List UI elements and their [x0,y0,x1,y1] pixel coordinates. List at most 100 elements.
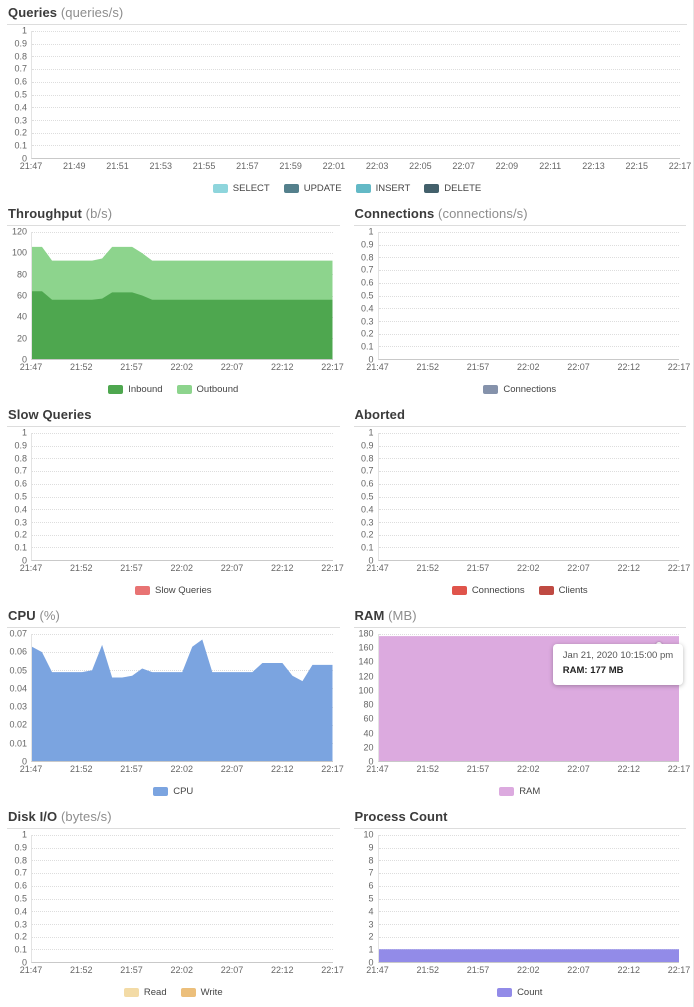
x-axis: 21:47 21:52 21:57 22:02 22:07 22:12 22:17 [366,563,690,577]
legend-item-connections[interactable]: Connections [451,585,525,596]
y-tick-label: 0 [21,354,27,365]
x-tick-label: 22:12 [617,965,641,975]
gridline [32,31,680,32]
gridline [32,898,333,900]
plot-area[interactable] [31,634,333,762]
legend-item-write[interactable]: Write [180,987,223,998]
gridline [32,458,333,460]
legend-swatch [499,787,515,796]
x-tick-label: 21:47 [366,563,389,573]
x-tick-label: 22:17 [667,362,691,372]
gridline [32,471,333,473]
x-tick-label: 21:57 [120,965,143,975]
x-axis: 21:47 21:52 21:57 22:02 22:07 22:12 22:17 [366,965,690,979]
x-tick-label: 21:53 [149,161,173,171]
chart-title: Disk I/O [8,809,58,824]
chart-title: RAM [354,608,385,623]
chart-title: Slow Queries [8,407,92,422]
x-tick-label: 21:57 [466,764,490,774]
gridline [32,509,333,511]
y-tick-label: 160 [358,642,374,653]
y-axis: 1 0.9 0.8 0.7 0.6 0.5 0.4 0.3 0.2 0.1 0 [354,227,378,364]
chart-disk-io-header: Disk I/O (bytes/s) [7,806,340,829]
legend-item-inbound[interactable]: Inbound [108,384,163,395]
chart-throughput-header: Throughput (b/s) [7,203,340,226]
y-axis: 1 0.9 0.8 0.7 0.6 0.5 0.4 0.3 0.2 0.1 0 [7,26,31,163]
legend-item-outbound[interactable]: Outbound [176,384,239,395]
x-tick-label: 21:47 [19,764,43,774]
legend-item-delete[interactable]: DELETE [424,183,481,194]
x-tick-label: 22:12 [617,362,641,372]
plot-area[interactable] [31,31,680,159]
legend-item-update[interactable]: UPDATE [283,183,342,194]
y-axis: 10 9 8 7 6 5 4 3 2 1 0 [354,830,378,967]
x-tick-label: 22:02 [516,764,540,774]
gridline [378,860,679,862]
x-tick-label: 22:13 [582,161,605,171]
legend-label: Write [200,987,223,998]
plot-area[interactable] [377,433,679,561]
y-tick-label: 0.6 [14,478,27,489]
gridline [32,847,333,849]
legend-item-connections[interactable]: Connections [483,384,556,395]
legend-label: Inbound [128,384,163,395]
plot-area[interactable] [377,232,679,360]
plot-area[interactable] [31,433,333,561]
plot-area[interactable]: Jan 21, 2020 10:15:00 pm RAM: 177 MB [377,634,684,762]
gridline [32,885,333,887]
y-tick-label: 0.03 [9,701,27,712]
x-tick-label: 22:05 [409,161,432,171]
gridline [378,898,679,900]
y-tick-label: 60 [363,713,374,724]
legend-item-clients[interactable]: Clients [538,585,588,596]
x-tick-label: 22:07 [567,362,590,372]
y-tick-label: 20 [363,742,374,753]
y-tick-label: 80 [16,269,27,280]
chart-unit: (queries/s) [60,5,124,20]
chart-aborted: Aborted 1 0.9 0.8 0.7 0.6 0.5 0.4 0.3 0.2 0.1 0 21… [347,404,694,596]
y-tick-label: 9 [368,842,374,853]
y-tick-label: 3 [368,919,374,930]
plot-area[interactable] [31,835,333,963]
y-tick-label: 0 [21,756,27,767]
legend-item-ram[interactable]: RAM [499,786,540,797]
legend-label: Outbound [196,384,239,395]
legend-item-insert[interactable]: INSERT [355,183,410,194]
chart-cpu: CPU (%) 0.07 0.06 0.05 0.04 0.03 0.02 0.01 0 21… [0,605,347,797]
y-tick-label: 0.3 [14,919,27,930]
x-tick-label: 22:17 [321,764,344,774]
gridline [378,433,679,434]
gridline [32,433,333,434]
y-tick-label: 0.02 [9,719,27,730]
plot-area[interactable] [377,835,679,963]
x-tick-label: 22:02 [516,563,540,573]
legend-label: Slow Queries [155,585,212,596]
x-tick-label: 22:02 [170,563,194,573]
x-axis: 21:47 21:52 21:57 22:02 22:07 22:12 22:17 [20,765,344,778]
gridline [378,496,679,498]
gridline [32,69,680,71]
y-tick-label: 0.1 [360,341,374,352]
y-tick-label: 1 [368,944,374,955]
chart-unit: (bytes/s) [60,809,112,824]
y-tick-label: 1 [368,226,374,237]
y-tick-label: 0.6 [360,478,374,489]
y-tick-label: 0.4 [360,303,374,314]
y-tick-label: 6 [368,880,374,891]
plot-area[interactable] [31,232,333,360]
chart-area-svg [32,246,333,359]
legend-item-select[interactable]: SELECT [212,183,270,194]
legend: SELECT UPDATE INSERT DELETE [7,183,687,194]
y-tick-label: 0.2 [14,529,27,540]
legend-item-cpu[interactable]: CPU [153,786,193,797]
legend-item-slow-queries[interactable]: Slow Queries [135,585,212,596]
legend-item-count[interactable]: Count [497,987,542,998]
y-tick-label: 0.3 [14,517,27,528]
y-tick-label: 0.3 [360,517,374,528]
y-tick-label: 0.3 [360,316,374,327]
legend-item-read[interactable]: Read [123,987,167,998]
y-tick-label: 0.6 [14,880,27,891]
y-tick-label: 0 [21,555,27,566]
legend-label: Connections [503,384,557,395]
chart-process-count-header: Process Count [353,806,686,829]
